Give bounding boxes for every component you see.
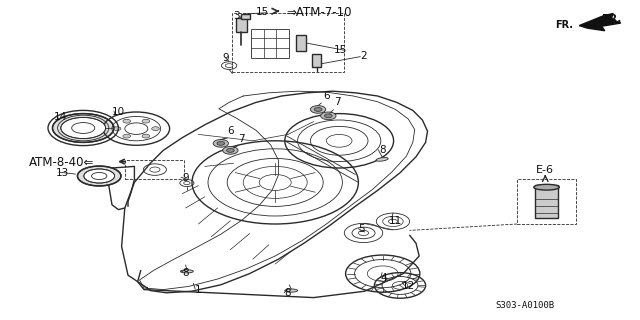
Circle shape bbox=[314, 108, 322, 111]
Circle shape bbox=[213, 140, 228, 147]
Circle shape bbox=[310, 106, 326, 113]
Text: 11: 11 bbox=[389, 216, 402, 226]
Text: 1: 1 bbox=[195, 284, 202, 295]
Ellipse shape bbox=[180, 270, 193, 273]
Text: 8: 8 bbox=[182, 268, 189, 278]
Ellipse shape bbox=[376, 157, 388, 161]
Text: E-6: E-6 bbox=[536, 165, 554, 175]
Text: 6: 6 bbox=[323, 91, 330, 101]
Bar bbox=[232, 13, 344, 72]
Ellipse shape bbox=[285, 289, 298, 292]
Circle shape bbox=[152, 127, 159, 131]
Text: 15: 15 bbox=[256, 7, 269, 17]
Circle shape bbox=[142, 134, 150, 138]
Circle shape bbox=[223, 147, 238, 154]
Bar bbox=[125, 160, 184, 179]
Text: FR.: FR. bbox=[602, 14, 621, 24]
Circle shape bbox=[123, 119, 131, 123]
Text: 12: 12 bbox=[402, 281, 415, 292]
Text: 8: 8 bbox=[285, 288, 291, 299]
Text: 4: 4 bbox=[381, 273, 387, 284]
Circle shape bbox=[321, 112, 336, 120]
Ellipse shape bbox=[77, 166, 121, 186]
Ellipse shape bbox=[84, 169, 115, 183]
Text: 2: 2 bbox=[360, 51, 367, 61]
Text: 9: 9 bbox=[182, 172, 189, 183]
Circle shape bbox=[142, 119, 150, 123]
Bar bbox=[535, 185, 558, 218]
Circle shape bbox=[113, 127, 121, 131]
Text: ⇒ATM-7-10: ⇒ATM-7-10 bbox=[287, 6, 352, 19]
Text: 3: 3 bbox=[234, 11, 240, 21]
Text: 9: 9 bbox=[222, 52, 228, 63]
Circle shape bbox=[217, 141, 225, 145]
Bar bbox=[296, 35, 306, 51]
Circle shape bbox=[324, 114, 332, 118]
Text: 15: 15 bbox=[334, 44, 347, 55]
Text: 14: 14 bbox=[54, 112, 67, 122]
Ellipse shape bbox=[52, 114, 114, 142]
Circle shape bbox=[123, 134, 131, 138]
Polygon shape bbox=[579, 13, 621, 31]
Text: FR.: FR. bbox=[555, 20, 573, 30]
Text: 7: 7 bbox=[239, 134, 245, 144]
Text: ATM-8-40⇐: ATM-8-40⇐ bbox=[29, 156, 94, 169]
Text: 5: 5 bbox=[358, 224, 365, 234]
Text: S303-A0100B: S303-A0100B bbox=[495, 301, 554, 310]
Ellipse shape bbox=[534, 184, 559, 190]
Bar bbox=[312, 54, 321, 67]
Text: 10: 10 bbox=[112, 107, 125, 117]
Bar bbox=[236, 18, 247, 32]
Text: 13: 13 bbox=[56, 168, 69, 178]
Bar bbox=[251, 29, 289, 58]
Text: 8: 8 bbox=[380, 145, 386, 156]
Ellipse shape bbox=[61, 117, 106, 139]
Bar bbox=[517, 179, 576, 224]
Circle shape bbox=[227, 148, 234, 152]
Text: 6: 6 bbox=[227, 126, 234, 136]
Text: 7: 7 bbox=[335, 97, 341, 108]
Bar bbox=[241, 14, 250, 19]
